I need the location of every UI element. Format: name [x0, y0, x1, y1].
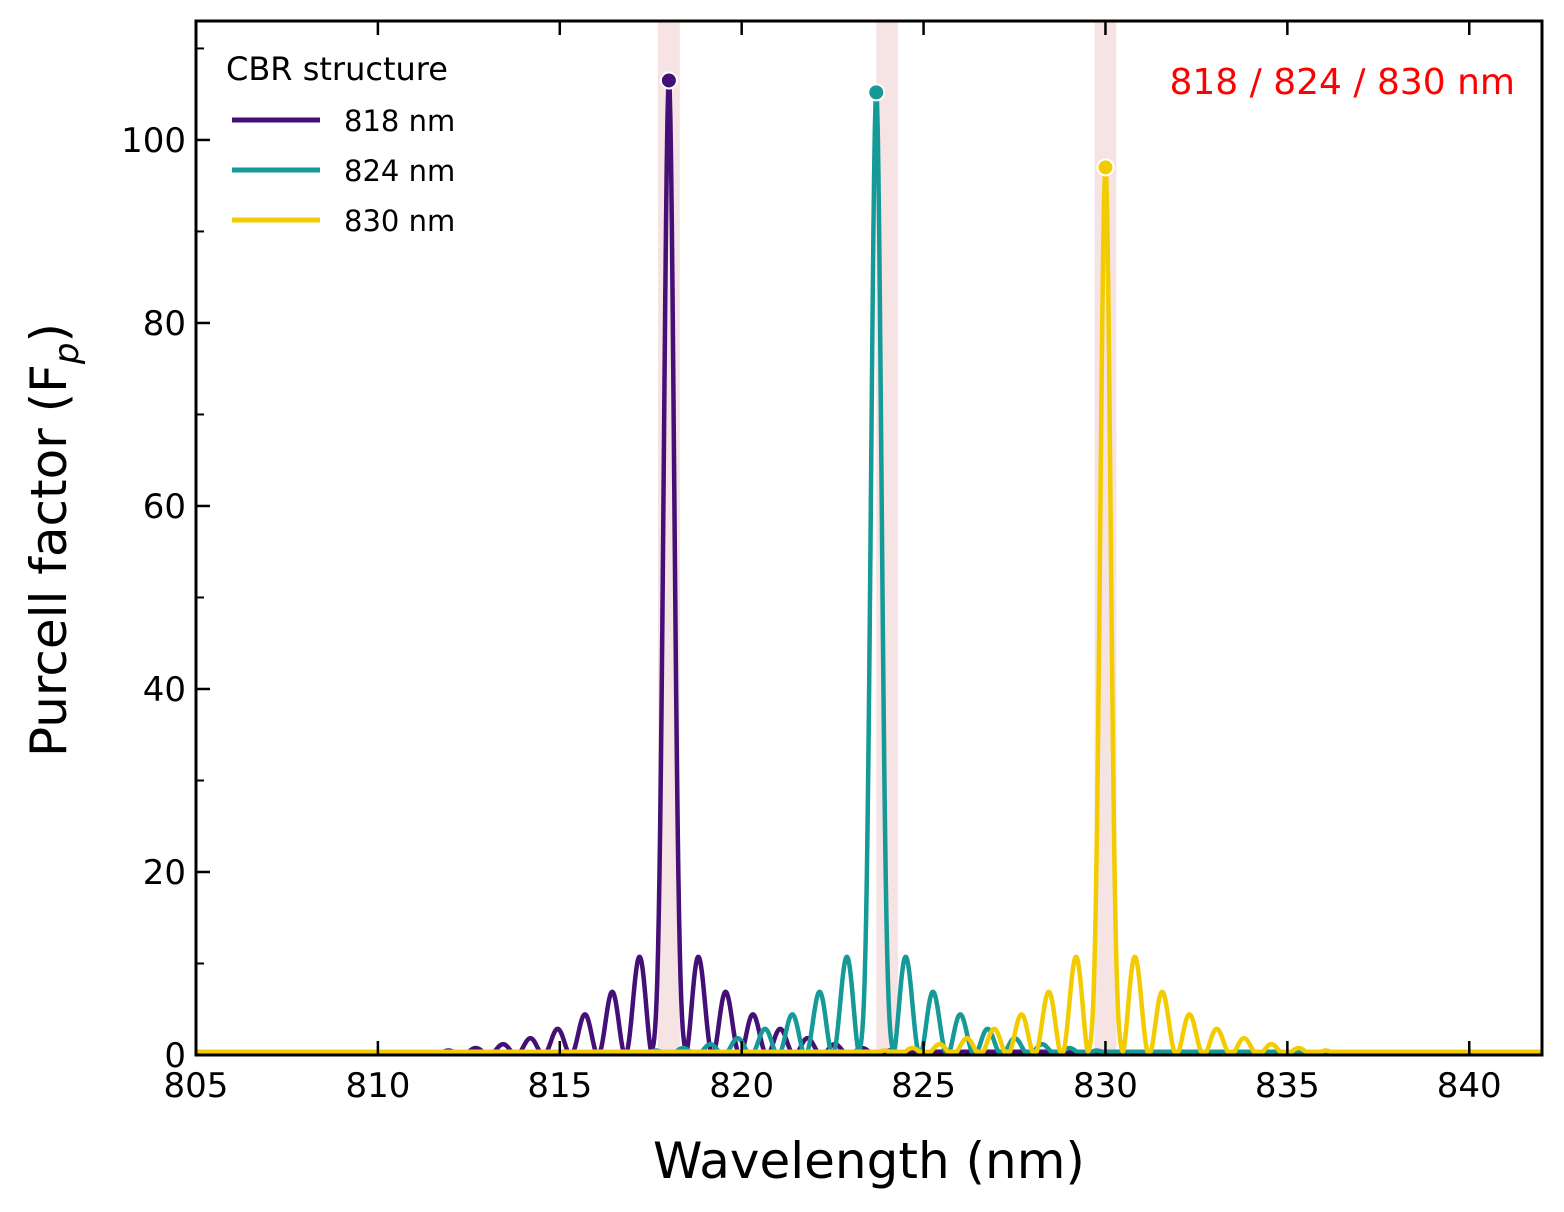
legend-label-1: 824 nm: [344, 154, 455, 188]
peak-marker-2: [1096, 158, 1115, 177]
y-tick-label: 40: [143, 670, 186, 710]
peak-marker-1: [867, 83, 886, 102]
x-tick-label: 815: [527, 1066, 592, 1106]
x-tick-label: 835: [1255, 1066, 1320, 1106]
y-tick-label: 20: [143, 853, 186, 893]
x-tick-label: 840: [1437, 1066, 1502, 1106]
legend-label-0: 818 nm: [344, 104, 455, 138]
y-axis-label-close: ): [20, 323, 78, 343]
y-tick-label: 0: [164, 1036, 186, 1076]
axis-ticks: 805 810 815 820 825 830 835 840 0 20 40 60 80 100: [121, 21, 1502, 1106]
x-tick-label: 810: [345, 1066, 410, 1106]
plot-frame: [194, 19, 1544, 1057]
y-axis-label-sub: p: [47, 342, 87, 365]
peak-marker-0: [659, 71, 678, 90]
wavelength-annotation: 818 / 824 / 830 nm: [1170, 62, 1516, 103]
legend-label-2: 830 nm: [344, 204, 455, 238]
y-tick-label: 100: [121, 121, 186, 161]
x-tick-label: 805: [164, 1066, 229, 1106]
x-tick-label: 820: [709, 1066, 774, 1106]
y-axis-label-main: Purcell factor (F: [20, 364, 78, 757]
series-line-2: [196, 165, 1542, 1055]
x-axis-label: Wavelength (nm): [653, 1132, 1085, 1190]
peak-markers: [659, 71, 1115, 177]
highlight-band-2: [1094, 21, 1117, 1055]
series-lines: [196, 78, 1542, 1055]
legend-title: CBR structure: [226, 50, 448, 88]
legend: CBR structure 818 nm 824 nm 830 nm: [226, 50, 455, 238]
y-tick-label: 60: [143, 487, 186, 527]
x-tick-label: 830: [1073, 1066, 1138, 1106]
y-axis-label: Purcell factor (Fp): [20, 323, 87, 757]
y-tick-label: 80: [143, 304, 186, 344]
x-tick-label: 825: [891, 1066, 956, 1106]
